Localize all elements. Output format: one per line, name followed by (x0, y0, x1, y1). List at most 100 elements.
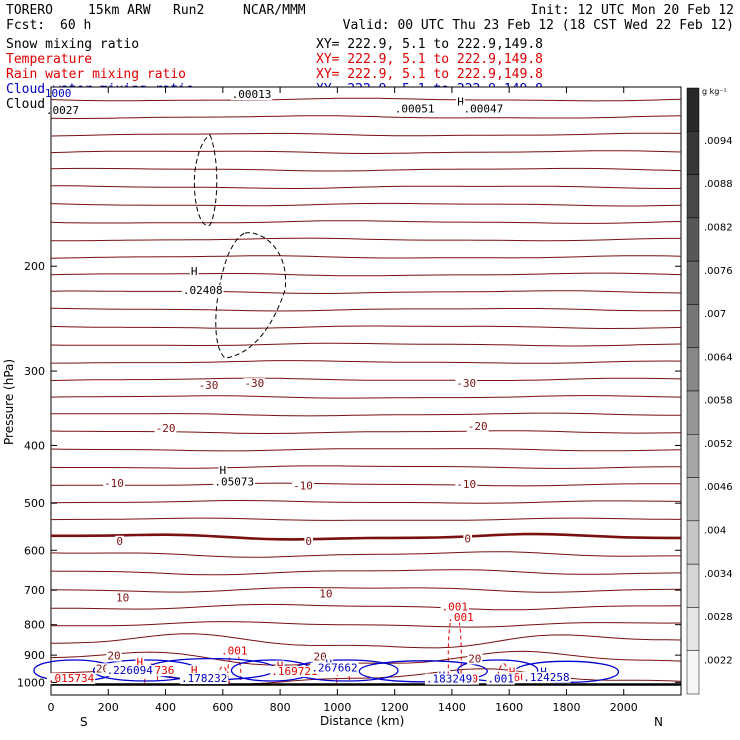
x-tick-label: 1600 (495, 701, 523, 714)
colorbar-swatch (686, 650, 700, 695)
cloud-water-label-bg (486, 673, 515, 685)
temperature-contour (50, 633, 682, 649)
forecast-value: 60 h (60, 18, 91, 33)
axes: 0 200 400 600 800 1000 1200 1400 1600 1800 2000200… (17, 87, 681, 714)
colorbar-swatch (686, 174, 700, 219)
rain-water-label-bg (46, 673, 96, 685)
cloud-ice-label: H (220, 464, 227, 477)
colorbar-swatch (686, 87, 700, 132)
temperature-contour (50, 395, 682, 399)
colorbar-label: .0022 (704, 655, 733, 666)
valid-time: Valid: 00 UTC Thu 23 Feb 12 (18 CST Wed … (343, 18, 734, 33)
cloud-ice-label-bg (189, 265, 199, 277)
field-xy: XY= 222.9, 5.1 to 222.9,149.8 (316, 67, 543, 82)
plot-frame (50, 86, 682, 696)
temperature-contour (51, 360, 682, 364)
cloud-ice-label: .00051 (395, 103, 435, 116)
cloud-water-label-bg (105, 665, 154, 677)
temperature-label: -20 (156, 422, 176, 435)
colorbar-unit: g kg⁻¹ (702, 87, 727, 96)
temperature-contour (50, 621, 682, 628)
cloud-water-label: .124258 (523, 671, 569, 684)
cloud-water-label-bg (310, 662, 359, 674)
y-tick-label: 400 (24, 439, 45, 452)
temperature-contour (50, 465, 682, 469)
colorbar-label: .0058 (704, 396, 733, 407)
model-name: TORERO (6, 3, 53, 18)
colorbar-label: .0094 (704, 136, 733, 147)
temperature-contour (50, 342, 682, 347)
temperature-contour (50, 650, 682, 666)
temperature-label-bg (466, 420, 489, 432)
colorbar-swatch (686, 347, 700, 392)
colorbar-swatch (686, 607, 700, 651)
y-tick-label: 300 (24, 365, 45, 378)
temperature-label-bg (115, 535, 125, 547)
cloud-ice-label-bg (393, 103, 436, 115)
rain-water-label: H (191, 664, 198, 677)
cloud-ice-label-bg (462, 103, 505, 115)
temperature-contour (50, 150, 682, 155)
cloud-water-label: .183249 (426, 673, 472, 686)
temperature-contour (51, 603, 682, 611)
temperature-contour (50, 255, 682, 259)
cloud-ice-contour (193, 134, 218, 226)
cloud-water-label-bg (424, 673, 474, 685)
temperature-label-bg (312, 651, 328, 663)
temperature-label-bg (106, 650, 122, 662)
rain-water-contour (336, 663, 351, 683)
rain-water-label-bg (135, 657, 145, 669)
field-name: Rain water mixing ratio (6, 67, 186, 82)
cloud-water-label: .178232 (181, 672, 227, 685)
temperature-label-bg (114, 592, 131, 604)
temperature-label: -30 (244, 377, 264, 390)
y-tick-label: 600 (24, 544, 45, 557)
cloud-ice-contour (215, 232, 287, 359)
temperature-label: 20 (468, 652, 481, 665)
colorbar-label: .007 (704, 309, 726, 320)
colorbar-label: .004 (704, 526, 726, 537)
temperature-label: 10 (116, 591, 129, 604)
cloud-water-contour (358, 660, 488, 683)
y-tick-label: 1000 (17, 676, 45, 689)
rain-water-label: .015734 (48, 672, 95, 685)
x-tick-label: 800 (270, 701, 291, 714)
cloud-ice-label-bg (230, 89, 273, 101)
south-end-label: S (80, 715, 88, 729)
colorbar-swatch (686, 260, 700, 305)
cloud-ice-label-bg (213, 476, 256, 488)
cloud-ice-label: .02408 (183, 284, 223, 297)
y-tick-label: 800 (24, 619, 45, 632)
cloud-water-label: .226094 (107, 664, 154, 677)
colorbar-label: .0028 (704, 612, 733, 623)
rain-water-label: H (136, 656, 143, 669)
colorbar-swatch (686, 304, 700, 348)
colorbar-swatch (686, 520, 700, 565)
colorbar-swatch (686, 131, 700, 175)
temperature-label: 20 (107, 650, 120, 663)
y-tick-label: 700 (24, 584, 45, 597)
x-tick-label: 2000 (610, 701, 638, 714)
temperature-contour (50, 307, 682, 312)
temperature-contour (50, 202, 682, 207)
colorbar-swatch (686, 563, 700, 608)
temperature-contour (50, 272, 682, 277)
contour-layer (33, 97, 682, 686)
temperature-contour (50, 167, 682, 172)
y-axis-label: Pressure (hPa) (2, 359, 16, 445)
temperature-label: -30 (199, 379, 219, 392)
x-tick-label: 1800 (552, 701, 580, 714)
temperature-label-bg (455, 378, 478, 390)
temperature-label: 20 (314, 650, 327, 663)
temperature-contour (50, 586, 682, 593)
x-tick-label: 400 (155, 701, 176, 714)
colorbar-label: .0088 (704, 179, 733, 190)
rain-water-label-bg (220, 645, 249, 657)
rain-water-label-bg (440, 601, 469, 613)
temperature-contour (50, 97, 682, 102)
temperature-contour (50, 115, 682, 119)
rain-water-label: .001 (221, 645, 248, 658)
colorbar-label: .0064 (704, 352, 733, 363)
rain-water-label-bg (270, 665, 319, 677)
x-tick-label: 600 (212, 701, 233, 714)
